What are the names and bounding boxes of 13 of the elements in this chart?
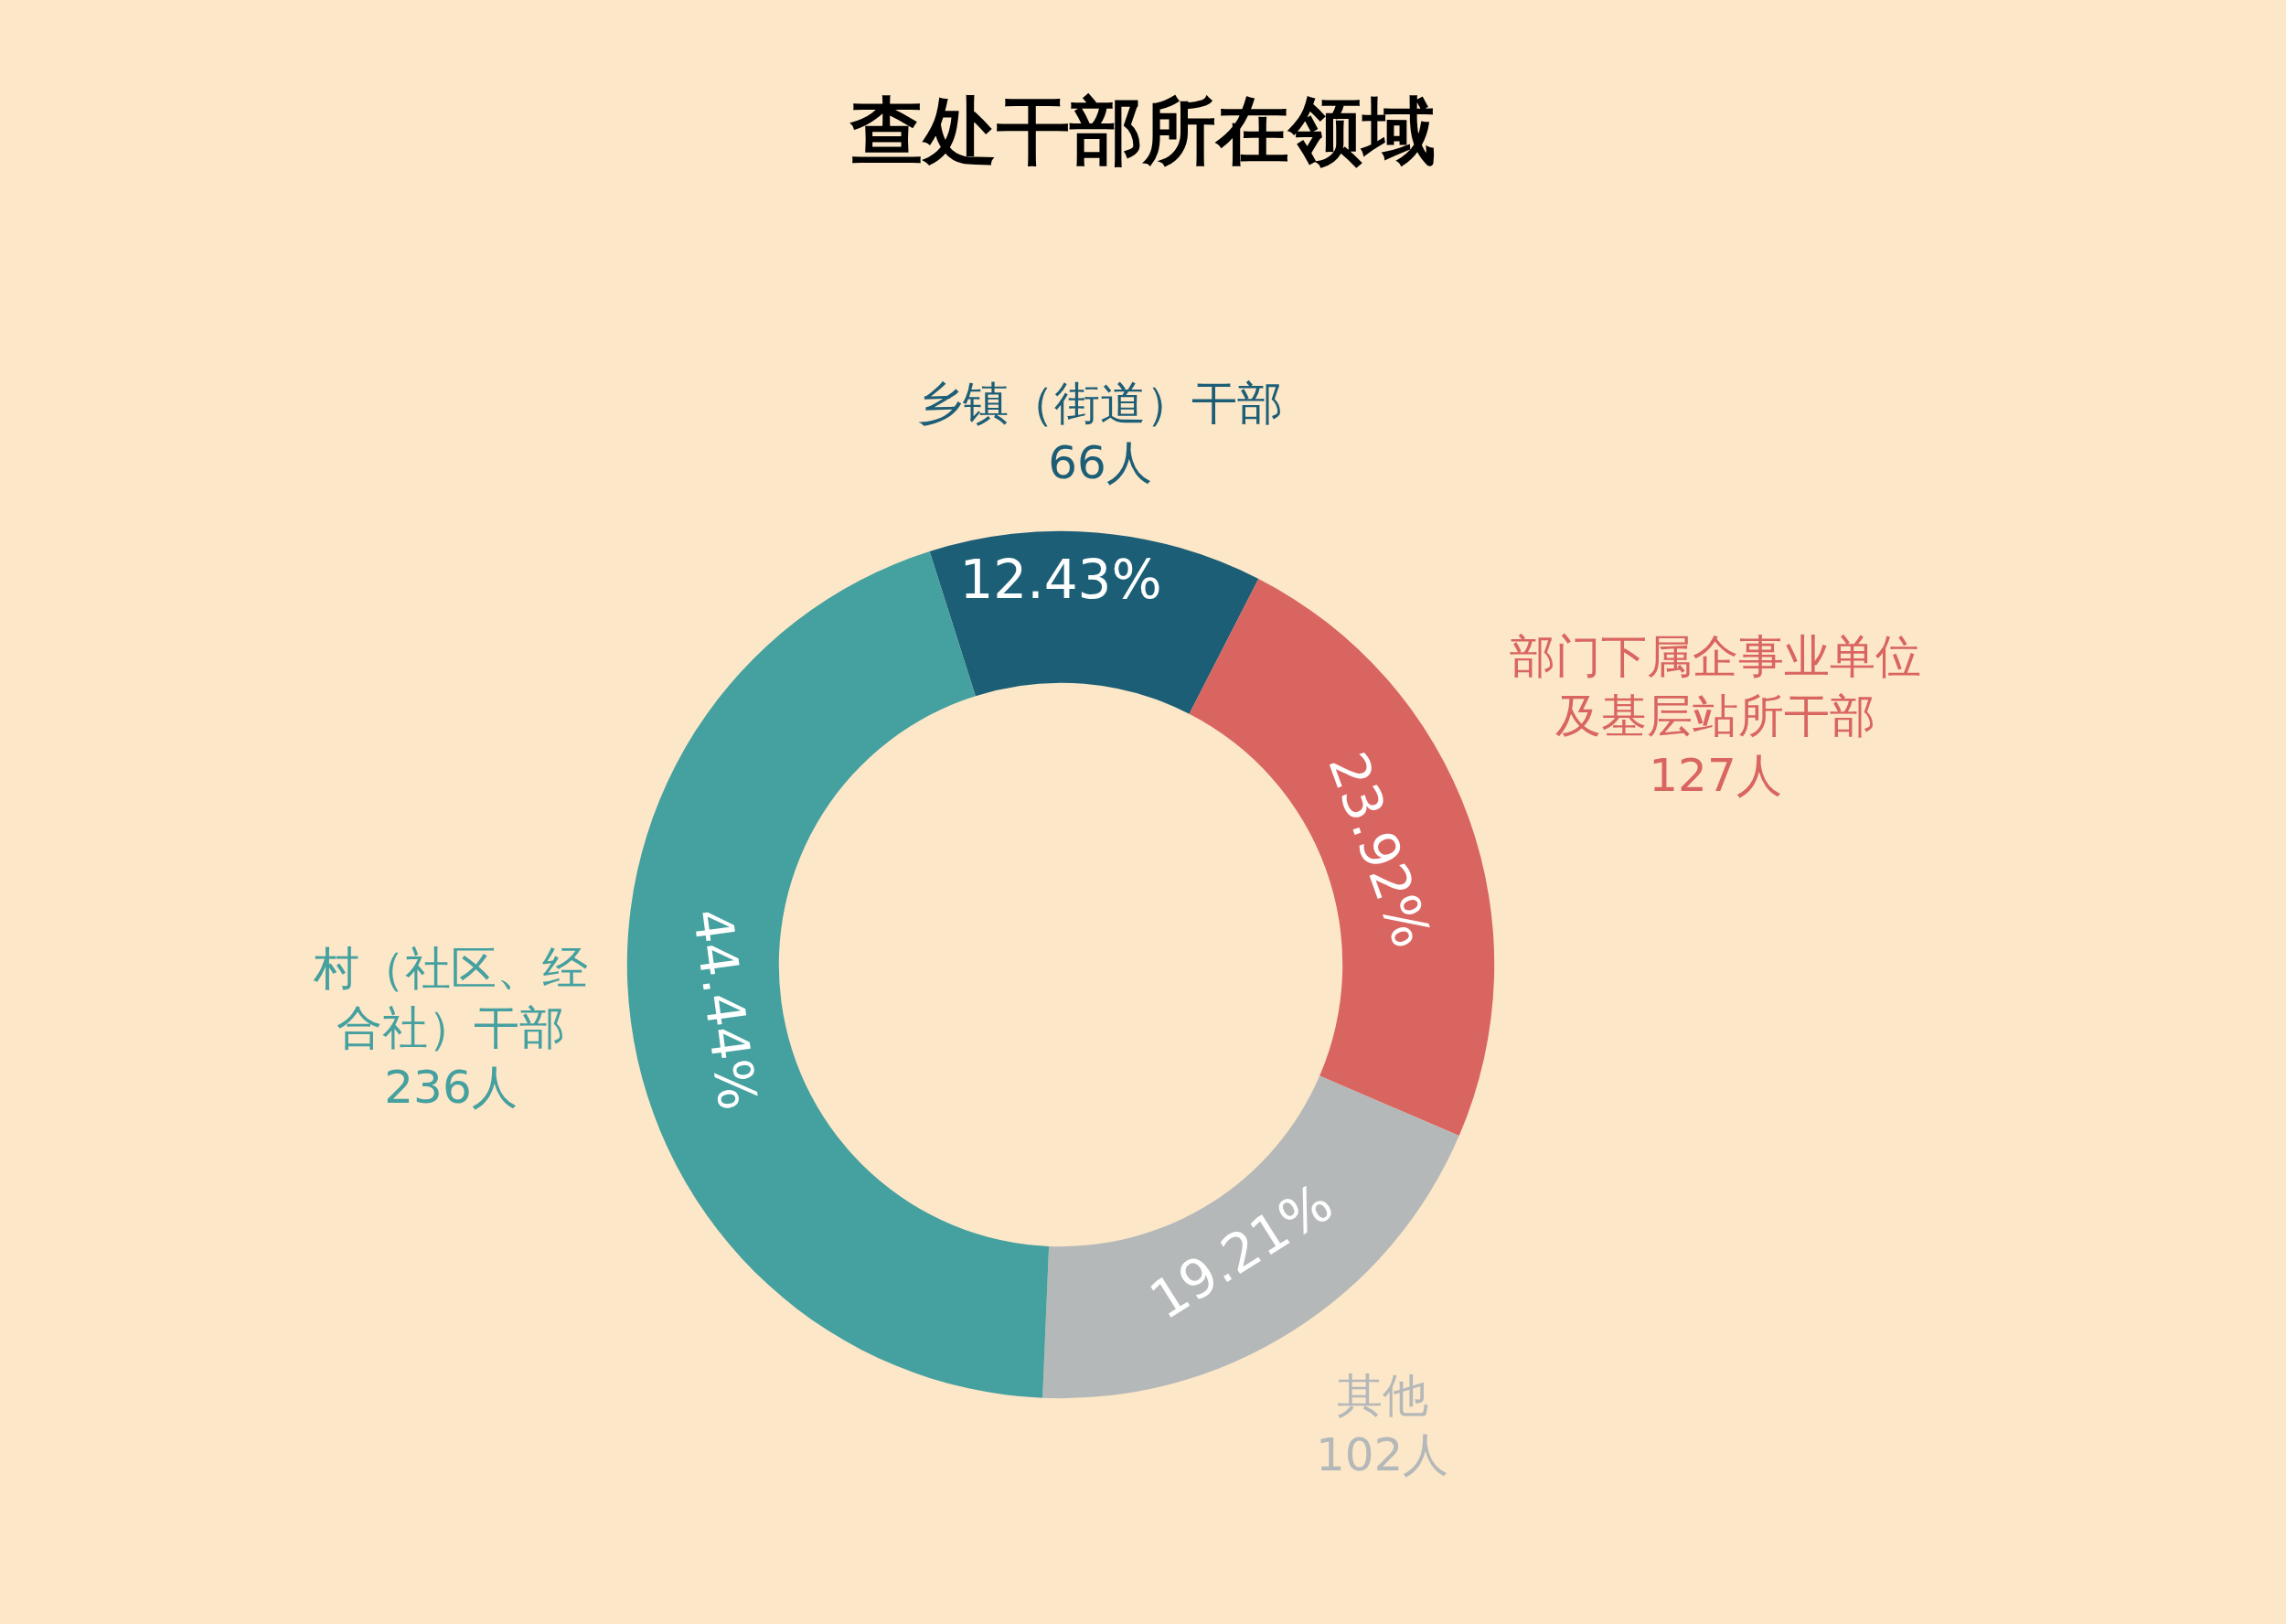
slice-label: 村（社区、经合社）干部 bbox=[313, 942, 588, 1054]
data-label: 66人 bbox=[1048, 436, 1152, 489]
slice-label: 乡镇（街道）干部 bbox=[917, 377, 1283, 430]
donut-slice bbox=[929, 530, 1259, 714]
data-label: 127人 bbox=[1649, 749, 1782, 802]
text: 12.43% bbox=[959, 548, 1162, 611]
data-label: 102人 bbox=[1316, 1428, 1449, 1481]
donut-slice bbox=[1189, 578, 1494, 1137]
data-label: 236人 bbox=[384, 1061, 518, 1114]
chart-title: 查处干部所在领域 bbox=[849, 89, 1436, 175]
text: 44.44% bbox=[680, 904, 769, 1115]
slice-label: 部门下属企事业单位及基层站所干部 bbox=[1510, 630, 1921, 743]
slice-label: 其他 bbox=[1336, 1369, 1428, 1422]
